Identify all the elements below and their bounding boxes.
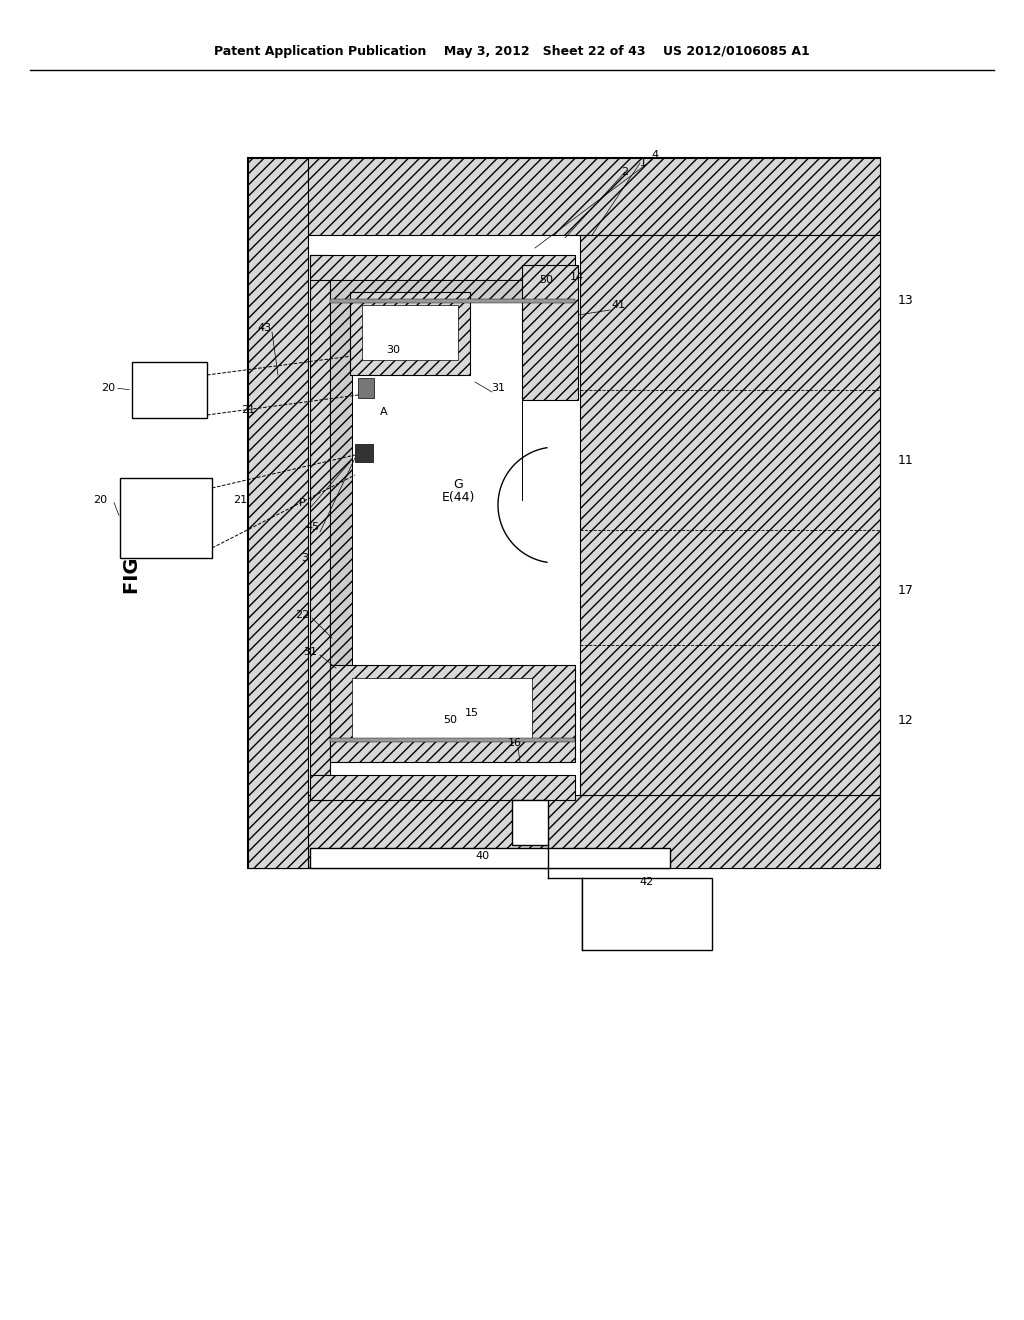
Text: 42: 42	[640, 876, 654, 887]
Text: 4: 4	[651, 150, 658, 160]
Text: 3: 3	[301, 553, 308, 564]
Bar	[352, 678, 532, 738]
Text: E(44): E(44)	[441, 491, 475, 504]
Text: 43: 43	[258, 323, 272, 333]
Bar	[120, 478, 212, 558]
Text: 45: 45	[305, 521, 319, 532]
Bar	[248, 158, 308, 869]
Bar	[132, 362, 207, 418]
Text: 21: 21	[241, 405, 255, 414]
Bar	[512, 800, 548, 845]
Text: 50: 50	[443, 715, 457, 725]
Text: 17: 17	[898, 583, 913, 597]
Bar	[330, 302, 352, 762]
Bar	[352, 375, 522, 665]
Text: 40: 40	[476, 851, 490, 861]
Bar	[310, 255, 330, 800]
Text: 41: 41	[611, 300, 625, 310]
Text: 14: 14	[570, 272, 584, 282]
Bar	[310, 847, 670, 869]
Text: G: G	[454, 479, 463, 491]
Bar	[330, 665, 575, 762]
Text: 30: 30	[386, 345, 400, 355]
Bar	[248, 158, 880, 235]
Text: 12: 12	[898, 714, 913, 726]
Bar	[330, 741, 575, 762]
Bar	[330, 300, 575, 304]
Text: 20: 20	[93, 495, 108, 506]
Text: 21: 21	[232, 495, 247, 506]
Text: 31: 31	[303, 647, 317, 657]
Text: 50: 50	[539, 275, 553, 285]
Bar	[330, 280, 575, 302]
Text: 20: 20	[101, 383, 115, 393]
Bar	[310, 255, 575, 280]
Bar	[582, 878, 712, 950]
Text: 13: 13	[898, 293, 913, 306]
Bar	[330, 738, 575, 742]
Text: P: P	[299, 498, 305, 508]
Text: 2: 2	[622, 168, 629, 177]
Bar	[355, 444, 373, 462]
Text: 15: 15	[465, 708, 479, 718]
Text: Patent Application Publication    May 3, 2012   Sheet 22 of 43    US 2012/010608: Patent Application Publication May 3, 20…	[214, 45, 810, 58]
Bar	[580, 235, 880, 795]
Text: 16: 16	[508, 738, 522, 748]
Text: 22: 22	[295, 610, 309, 620]
Bar	[358, 378, 374, 399]
Text: FIG. 40: FIG. 40	[124, 516, 142, 594]
Text: 1: 1	[640, 158, 646, 168]
Bar	[522, 265, 578, 400]
Bar	[248, 795, 880, 869]
Bar	[362, 305, 458, 360]
Bar	[350, 292, 470, 375]
Bar	[248, 158, 880, 869]
Text: 31: 31	[490, 383, 505, 393]
Text: 11: 11	[898, 454, 913, 466]
Text: A: A	[380, 407, 388, 417]
Bar	[310, 775, 575, 800]
